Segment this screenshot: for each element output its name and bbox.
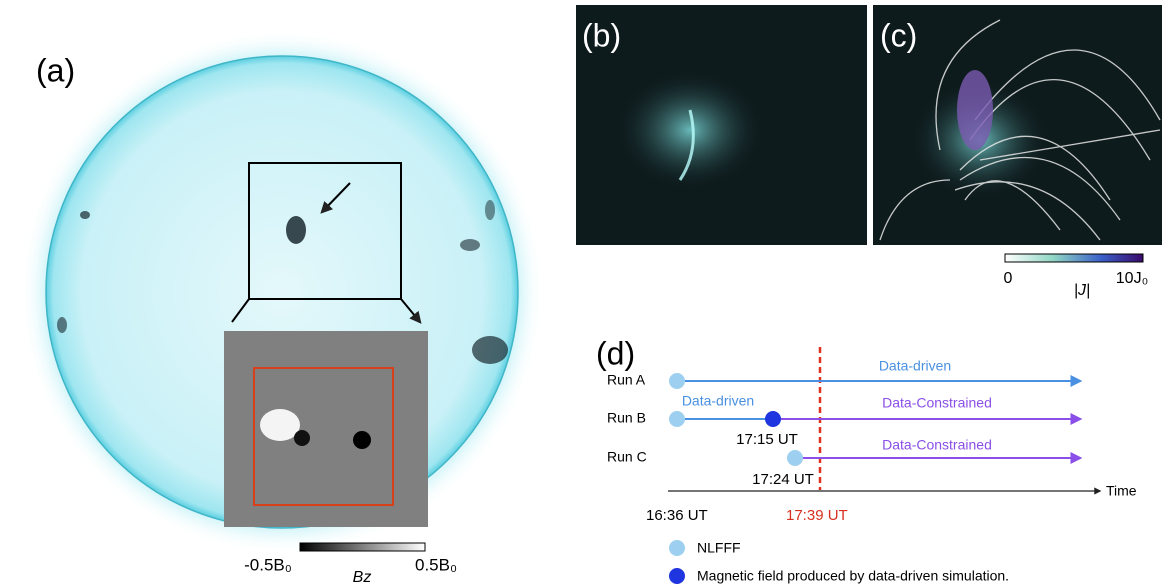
- zoom-arrows: [231, 298, 420, 322]
- panel-label: (c): [880, 17, 917, 53]
- negative-polarity: [353, 431, 371, 449]
- legend-entry: Magnetic field produced by data-driven s…: [697, 568, 1009, 584]
- phase-label: Data-driven: [682, 393, 754, 409]
- simulation-dot: [765, 411, 781, 427]
- negative-polarity: [294, 430, 310, 446]
- field-lines: [879, 19, 1161, 241]
- nlfff-dot: [669, 373, 685, 389]
- legend-entry: NLFFF: [697, 540, 741, 556]
- switch-time: 17:15 UT: [736, 431, 798, 448]
- phase-label: Data-Constrained: [882, 437, 992, 453]
- pointer-arrow: [320, 182, 351, 214]
- j-max: 10J₀: [1116, 270, 1148, 287]
- positive-polarity: [260, 409, 300, 441]
- j-colorbar: [1004, 253, 1144, 263]
- run-label: Run B: [607, 410, 646, 426]
- current-tube: [957, 70, 993, 150]
- nlfff-dot: [669, 411, 685, 427]
- panel-label: (d): [596, 335, 635, 371]
- run-label: Run A: [607, 372, 646, 388]
- phase-label: Data-Constrained: [882, 395, 992, 411]
- run-label: Run C: [607, 449, 647, 465]
- phase-label: Data-driven: [879, 358, 951, 374]
- start-time: 17:24 UT: [752, 471, 814, 488]
- time-label: Time: [1106, 483, 1137, 499]
- j-label: |J|: [1074, 282, 1090, 299]
- start-time: 16:36 UT: [646, 507, 708, 524]
- bz-max: 0.5B₀: [415, 555, 457, 574]
- event-time: 17:39 UT: [786, 507, 848, 524]
- bz-label: Bz: [353, 569, 372, 586]
- legend-swatch: [669, 568, 685, 584]
- active-regions: [57, 200, 508, 364]
- red-box: [253, 367, 394, 506]
- legend-swatch: [669, 540, 685, 556]
- bz-colorbar: [299, 542, 426, 552]
- bz-min: -0.5B₀: [244, 555, 292, 574]
- panel-label: (a): [36, 52, 75, 88]
- panel-label: (b): [582, 17, 621, 53]
- zoom-box: [248, 162, 402, 300]
- j-min: 0: [1004, 270, 1013, 287]
- nlfff-dot: [787, 450, 803, 466]
- flare-ribbon: [678, 109, 695, 181]
- coronal-loops: [615, 70, 765, 190]
